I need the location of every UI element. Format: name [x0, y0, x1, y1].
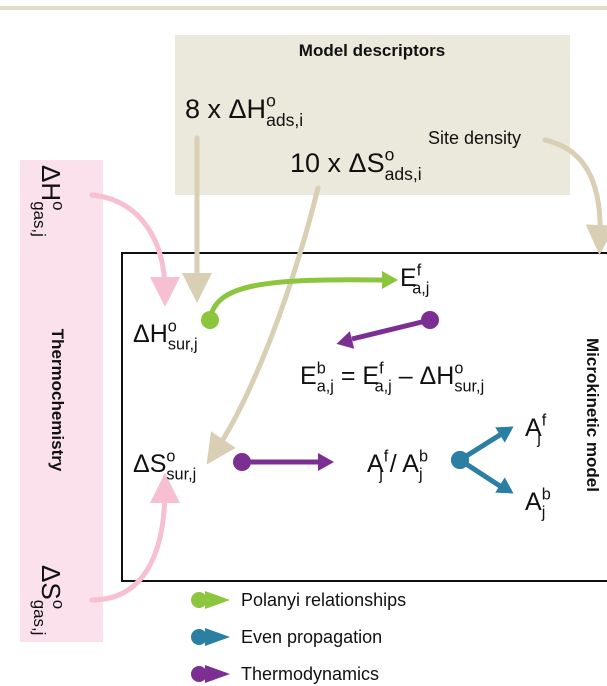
top-rule	[0, 6, 607, 10]
label-part: sur,j	[168, 336, 198, 354]
label-part: 8 x ΔH	[185, 94, 266, 124]
label-part: f	[417, 262, 422, 280]
arrow-head	[382, 271, 398, 289]
legend-arrow	[205, 591, 230, 609]
label-part: sur,j	[166, 466, 196, 484]
gas-entropy: ΔSogas,j	[30, 565, 68, 635]
label-part: = E	[334, 362, 379, 390]
site-density: Site density	[428, 128, 521, 148]
label-part: b	[419, 448, 428, 466]
thermochemistry-title: Thermochemistry	[48, 329, 67, 472]
surface-entropy: ΔSo sur,j	[133, 448, 196, 484]
label-part: j	[536, 430, 541, 448]
arrow	[542, 137, 607, 255]
forward-barrier: Ef a,j	[400, 262, 429, 298]
legend-dot	[191, 629, 207, 645]
label-part: f	[384, 448, 389, 466]
label-part: E	[400, 264, 417, 292]
label-part: E	[300, 362, 317, 390]
label-part: ΔH	[133, 320, 168, 348]
label-part: a,j	[412, 280, 429, 298]
legend-arrow	[205, 628, 230, 646]
input-arrows	[89, 135, 607, 603]
label-part: gas,j	[30, 201, 49, 237]
label-part: a,j	[317, 378, 334, 396]
label-part: o	[168, 318, 177, 336]
arrow-shaft	[458, 457, 505, 491]
microkinetic-title: Microkinetic model	[583, 338, 602, 492]
label-part: gas,j	[30, 600, 49, 636]
arrow	[89, 192, 180, 307]
legend-label: Thermodynamics	[241, 664, 379, 684]
label-part: ads,i	[385, 164, 422, 184]
backward-prefactor: Ab j	[525, 486, 551, 522]
label-part: o	[49, 201, 68, 210]
descriptors-box	[175, 35, 570, 195]
label-part: o	[166, 448, 175, 466]
enthalpy-descriptor: 8 x ΔHo ads,i	[185, 91, 303, 130]
arrow-head	[495, 426, 514, 443]
label-part: ΔS	[133, 450, 166, 478]
legend-label: Even propagation	[241, 627, 382, 647]
descriptors-title: Model descriptors	[299, 41, 445, 60]
label-part: – ΔH	[392, 362, 455, 390]
arrow	[206, 185, 321, 465]
gas-enthalpy: ΔHogas,j	[30, 165, 68, 237]
label-part: A	[525, 488, 542, 516]
label-part: a,j	[375, 378, 392, 396]
label-part: / A	[383, 450, 419, 478]
microkinetic-box	[121, 252, 607, 582]
label-part: ΔH	[36, 165, 66, 201]
arrow-shaft	[207, 277, 386, 321]
label-part: j	[418, 466, 423, 484]
label-part: j	[378, 466, 383, 484]
arrow-head	[318, 453, 334, 471]
label-part: b	[542, 486, 551, 504]
label-part: 10 x ΔS	[290, 148, 385, 178]
label-part: o	[385, 145, 395, 165]
label-part: sur,j	[454, 378, 484, 396]
thermochemistry-strip	[20, 160, 103, 642]
label-part: o	[266, 91, 276, 111]
forward-prefactor: Af j	[525, 412, 547, 448]
legend-dot	[191, 666, 207, 682]
arrow-head	[495, 477, 514, 494]
label-part: b	[317, 360, 326, 378]
surface-enthalpy: ΔHo sur,j	[133, 318, 198, 354]
label-part: o	[454, 360, 463, 378]
legend-label: Polanyi relationships	[241, 590, 406, 610]
arrow-head	[336, 331, 355, 349]
label-part: ΔS	[36, 565, 66, 600]
flow-arrows	[191, 271, 514, 683]
label-part: f	[542, 412, 547, 430]
legend-arrow	[205, 665, 230, 683]
entropy-descriptor: 10 x ΔSo ads,i	[290, 145, 422, 184]
legend-dot	[191, 592, 207, 608]
label-part: j	[541, 504, 546, 522]
label-part: ads,i	[266, 110, 303, 130]
equation: Eb a,j = Ef a,j – ΔHo sur,j	[300, 360, 484, 396]
label-part: o	[49, 600, 68, 609]
label-part: A	[367, 450, 384, 478]
prefactor-ratio: Af j / Ab j	[367, 448, 428, 484]
label-part: f	[379, 360, 384, 378]
arrow-shaft	[351, 317, 431, 342]
arrow	[89, 473, 180, 603]
label-part: A	[525, 414, 542, 442]
